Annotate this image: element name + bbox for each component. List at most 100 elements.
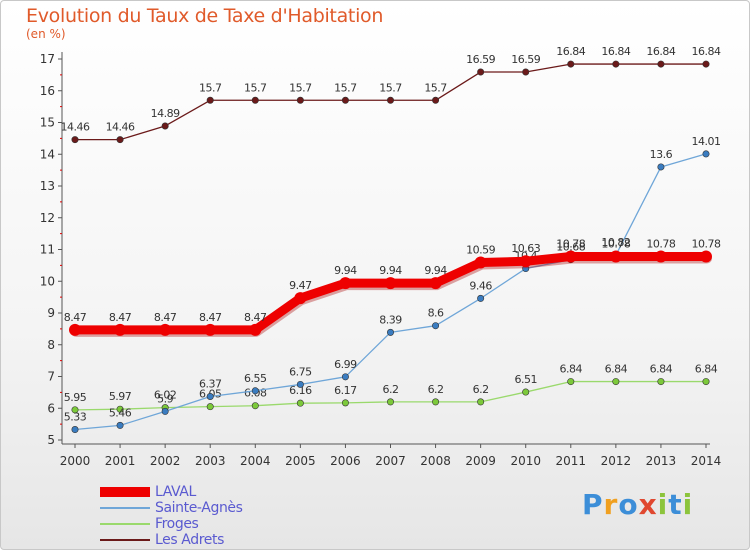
data-label-sainte-agn-s: 6.55 bbox=[244, 372, 267, 385]
data-point-les-adrets bbox=[206, 96, 214, 104]
y-tick-label: 16 bbox=[40, 84, 55, 98]
data-label-froges: 5.95 bbox=[64, 391, 87, 404]
x-tick-label: 2002 bbox=[150, 454, 181, 468]
data-point-les-adrets bbox=[386, 96, 394, 104]
data-point-froges bbox=[206, 403, 214, 411]
data-label-les-adrets: 15.7 bbox=[244, 81, 267, 94]
data-label-les-adrets: 15.7 bbox=[289, 81, 312, 94]
data-label-laval: 10.78 bbox=[601, 237, 630, 250]
y-tick-label: 8 bbox=[47, 338, 55, 352]
data-label-laval: 9.47 bbox=[289, 279, 312, 292]
data-point-froges bbox=[341, 399, 349, 407]
data-label-sainte-agn-s: 6.75 bbox=[289, 365, 312, 378]
y-tick-label: 9 bbox=[47, 306, 55, 320]
data-label-laval: 8.47 bbox=[244, 311, 267, 324]
data-label-laval: 8.47 bbox=[199, 311, 222, 324]
data-label-froges: 5.97 bbox=[109, 390, 132, 403]
data-point-froges bbox=[296, 399, 304, 407]
data-point-froges bbox=[612, 378, 620, 386]
data-point-sainte-agn-s bbox=[341, 373, 349, 381]
data-point-sainte-agn-s bbox=[657, 163, 665, 171]
data-point-sainte-agn-s bbox=[251, 387, 259, 395]
data-label-laval: 8.47 bbox=[154, 311, 177, 324]
x-tick-label: 2003 bbox=[195, 454, 226, 468]
data-label-sainte-agn-s: 5.33 bbox=[64, 411, 87, 424]
data-point-laval bbox=[249, 323, 262, 336]
data-point-froges bbox=[116, 405, 124, 413]
data-label-laval: 8.47 bbox=[109, 311, 132, 324]
data-point-sainte-agn-s bbox=[386, 328, 394, 336]
data-label-sainte-agn-s: 13.6 bbox=[650, 148, 673, 161]
data-label-laval: 10.78 bbox=[556, 237, 585, 250]
data-label-sainte-agn-s: 14.01 bbox=[692, 135, 721, 148]
x-tick-label: 2011 bbox=[556, 454, 587, 468]
logo-letter: P bbox=[582, 488, 604, 521]
y-tick-label: 7 bbox=[47, 370, 55, 384]
data-label-les-adrets: 14.46 bbox=[61, 121, 90, 134]
legend-label-laval: LAVAL bbox=[155, 484, 196, 500]
x-tick-label: 2004 bbox=[240, 454, 271, 468]
x-tick-label: 2014 bbox=[691, 454, 722, 468]
data-point-laval bbox=[700, 250, 712, 263]
data-label-froges: 6.84 bbox=[695, 363, 718, 376]
data-label-laval: 9.94 bbox=[379, 264, 402, 277]
data-point-froges bbox=[522, 388, 530, 396]
data-label-laval: 10.59 bbox=[466, 244, 495, 257]
data-label-sainte-agn-s: 9.46 bbox=[469, 279, 492, 292]
data-point-laval bbox=[474, 256, 487, 269]
legend-swatch-les-adrets bbox=[100, 539, 150, 541]
data-point-sainte-agn-s bbox=[702, 150, 710, 158]
data-point-les-adrets bbox=[657, 60, 665, 68]
data-label-sainte-agn-s: 5.46 bbox=[109, 406, 132, 419]
data-label-les-adrets: 15.7 bbox=[379, 81, 402, 94]
data-point-sainte-agn-s bbox=[71, 426, 79, 434]
data-point-laval bbox=[204, 323, 217, 336]
data-point-laval bbox=[384, 277, 397, 290]
data-point-froges bbox=[477, 398, 485, 406]
x-tick-label: 2001 bbox=[105, 454, 136, 468]
data-label-les-adrets: 14.89 bbox=[151, 107, 180, 120]
data-label-froges: 6.2 bbox=[473, 383, 489, 396]
legend-swatch-froges bbox=[100, 523, 150, 525]
y-tick-label: 13 bbox=[40, 179, 55, 193]
data-label-froges: 6.84 bbox=[650, 363, 673, 376]
data-point-les-adrets bbox=[477, 68, 485, 76]
data-label-sainte-agn-s: 6.37 bbox=[199, 378, 222, 391]
legend-label-les-adrets: Les Adrets bbox=[155, 532, 224, 548]
x-tick-label: 2008 bbox=[420, 454, 451, 468]
data-point-les-adrets bbox=[296, 96, 304, 104]
data-point-les-adrets bbox=[71, 136, 79, 144]
data-label-froges: 6.17 bbox=[334, 384, 357, 397]
data-label-les-adrets: 16.59 bbox=[466, 53, 495, 66]
x-tick-label: 2009 bbox=[465, 454, 496, 468]
x-tick-label: 2010 bbox=[510, 454, 541, 468]
data-point-laval bbox=[654, 250, 667, 263]
data-label-froges: 6.02 bbox=[154, 389, 177, 402]
x-tick-label: 2006 bbox=[330, 454, 361, 468]
data-point-les-adrets bbox=[116, 136, 124, 144]
logo-letter: r bbox=[603, 488, 619, 521]
x-tick-label: 2000 bbox=[60, 454, 91, 468]
data-label-les-adrets: 15.7 bbox=[424, 81, 447, 94]
data-point-les-adrets bbox=[161, 122, 169, 130]
data-point-sainte-agn-s bbox=[432, 322, 440, 330]
data-point-laval bbox=[429, 277, 442, 290]
data-label-les-adrets: 16.84 bbox=[601, 45, 630, 58]
data-label-froges: 6.2 bbox=[428, 383, 444, 396]
legend-swatch-laval bbox=[100, 487, 150, 497]
y-tick-label: 15 bbox=[40, 116, 55, 130]
data-label-les-adrets: 15.7 bbox=[199, 81, 222, 94]
data-label-les-adrets: 16.84 bbox=[556, 45, 585, 58]
data-label-froges: 6.84 bbox=[560, 363, 583, 376]
data-point-laval bbox=[69, 323, 81, 336]
data-point-laval bbox=[114, 323, 127, 336]
data-point-laval bbox=[159, 323, 172, 336]
data-point-froges bbox=[657, 378, 665, 386]
y-tick-label: 17 bbox=[40, 52, 55, 66]
y-tick-label: 14 bbox=[40, 147, 55, 161]
logo-letter: i bbox=[657, 488, 669, 521]
data-point-les-adrets bbox=[567, 60, 575, 68]
data-point-les-adrets bbox=[341, 96, 349, 104]
